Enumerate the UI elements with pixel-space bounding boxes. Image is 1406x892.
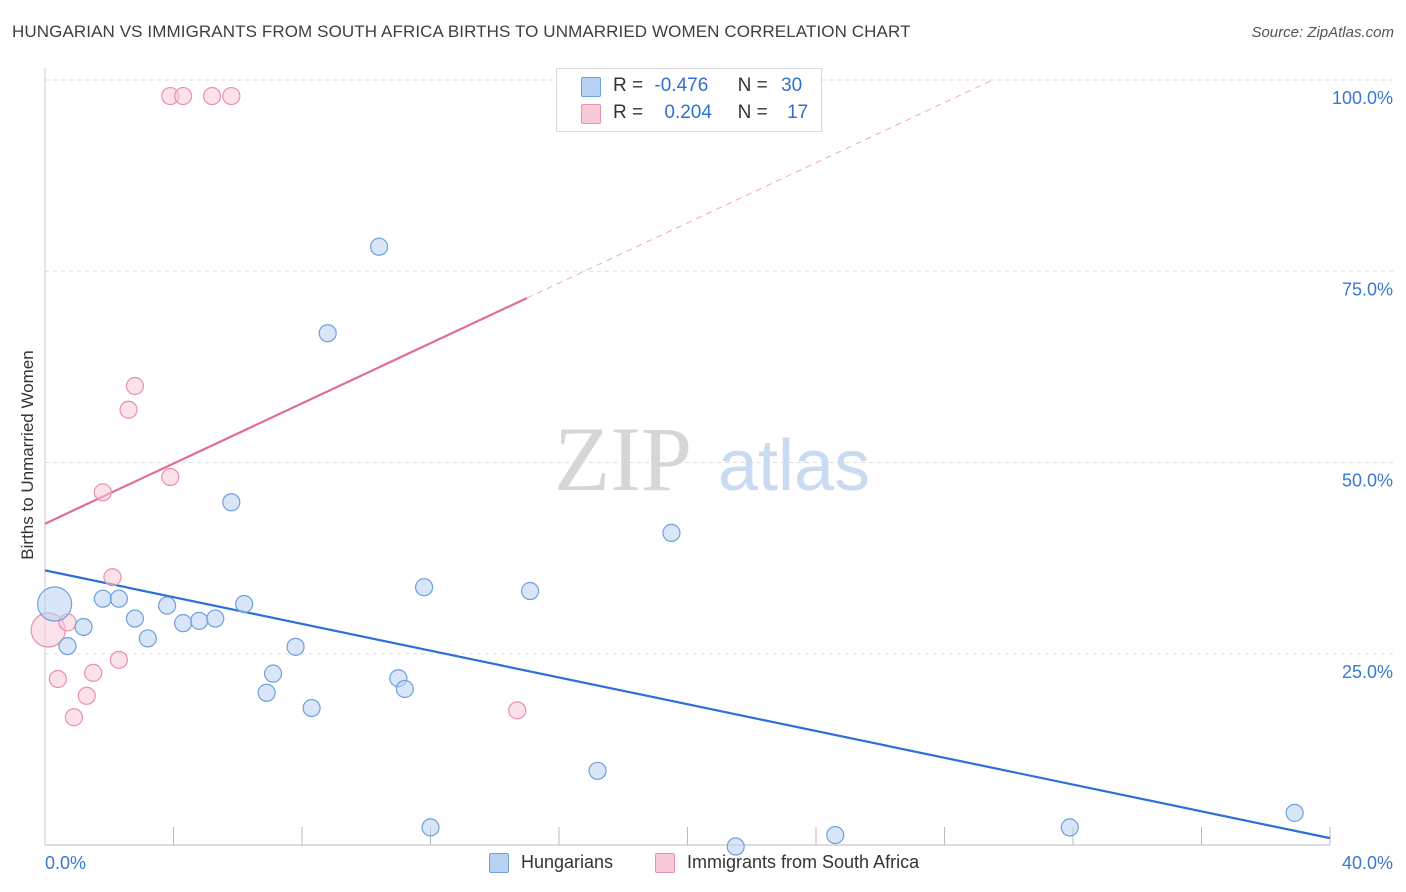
- trend-line-extension: [526, 79, 993, 299]
- axes: [44, 68, 1331, 846]
- legend-r-label: R =: [613, 102, 644, 123]
- point-hungarians: [662, 523, 681, 542]
- point-hungarians: [157, 596, 177, 615]
- trend-line-hungarians: [44, 569, 1331, 840]
- point-hungarians: [74, 617, 93, 637]
- point-hungarians: [421, 818, 440, 837]
- point-hungarians: [370, 237, 389, 256]
- data-points: [30, 86, 1304, 856]
- point-hungarians: [1060, 818, 1079, 837]
- y-tick-label: 75.0%: [1342, 279, 1393, 299]
- point-hungarians: [125, 609, 145, 628]
- point-hungarians: [286, 637, 305, 656]
- point-south-africa: [103, 568, 122, 587]
- point-hungarians: [588, 761, 607, 780]
- trend-lines: [44, 79, 1331, 840]
- point-south-africa: [202, 86, 222, 106]
- legend-r-label: R =: [613, 75, 644, 96]
- point-south-africa: [508, 701, 527, 720]
- point-hungarians: [395, 679, 414, 699]
- point-south-africa: [125, 376, 145, 396]
- legend-label: Hungarians: [521, 852, 614, 872]
- point-hungarians: [58, 636, 77, 656]
- legend-r-value: 0.204: [664, 102, 712, 123]
- point-hungarians: [826, 825, 845, 845]
- y-tick-label: 50.0%: [1342, 471, 1393, 491]
- legend-swatch-pink: [655, 853, 675, 873]
- source-label: Source: ZipAtlas.com: [1251, 24, 1394, 41]
- point-hungarians: [318, 324, 337, 343]
- tick-labels: 25.0% 50.0% 75.0% 100.0% 0.0% 40.0%: [45, 88, 1393, 873]
- point-hungarians: [726, 837, 745, 856]
- point-south-africa: [84, 663, 103, 682]
- point-hungarians: [206, 609, 225, 628]
- legend-swatch-blue: [489, 853, 509, 873]
- legend-n-label: N =: [737, 102, 768, 123]
- y-tick-label: 25.0%: [1342, 662, 1393, 682]
- point-south-africa: [222, 86, 241, 106]
- point-south-africa: [93, 483, 112, 502]
- point-hungarians: [1285, 803, 1304, 822]
- point-hungarians: [257, 683, 276, 702]
- legend-r-value: -0.476: [654, 75, 709, 96]
- x-tick-label: 40.0%: [1342, 853, 1393, 873]
- point-hungarians: [222, 493, 241, 512]
- legend-n-value: 30: [781, 75, 803, 96]
- watermark-zip: ZIP: [554, 408, 692, 510]
- legend-swatch-pink: [581, 104, 601, 124]
- point-hungarians: [37, 586, 73, 622]
- point-hungarians: [235, 594, 254, 614]
- point-hungarians: [93, 589, 112, 608]
- point-south-africa: [174, 86, 193, 106]
- point-hungarians: [302, 698, 321, 718]
- legend-n-value: 17: [787, 102, 809, 123]
- point-hungarians: [520, 581, 540, 601]
- point-south-africa: [48, 669, 67, 689]
- point-hungarians: [414, 578, 434, 597]
- legend-n-label: N =: [737, 75, 768, 96]
- point-hungarians: [190, 611, 209, 630]
- grid-lines: [45, 79, 1395, 655]
- point-south-africa: [64, 708, 84, 727]
- point-hungarians: [263, 664, 283, 683]
- point-south-africa: [161, 467, 180, 487]
- y-axis-label: Births to Unmarried Women: [18, 350, 37, 560]
- legend-swatch-blue: [581, 77, 601, 97]
- point-south-africa: [77, 686, 96, 705]
- point-hungarians: [174, 614, 193, 633]
- legend-label: Immigrants from South Africa: [687, 852, 920, 872]
- x-tick-label: 0.0%: [45, 853, 86, 873]
- y-tick-label: 100.0%: [1332, 88, 1393, 108]
- point-hungarians: [138, 629, 157, 648]
- correlation-legend: R = -0.476 N = 30 R = 0.204 N = 17: [556, 68, 822, 132]
- point-south-africa: [119, 400, 138, 419]
- point-south-africa: [109, 650, 128, 669]
- watermark: ZIP atlas: [554, 408, 870, 510]
- trend-line-south-africa: [44, 297, 528, 525]
- chart-title: HUNGARIAN VS IMMIGRANTS FROM SOUTH AFRIC…: [12, 22, 911, 41]
- watermark-atlas: atlas: [718, 426, 870, 506]
- point-hungarians: [109, 589, 128, 608]
